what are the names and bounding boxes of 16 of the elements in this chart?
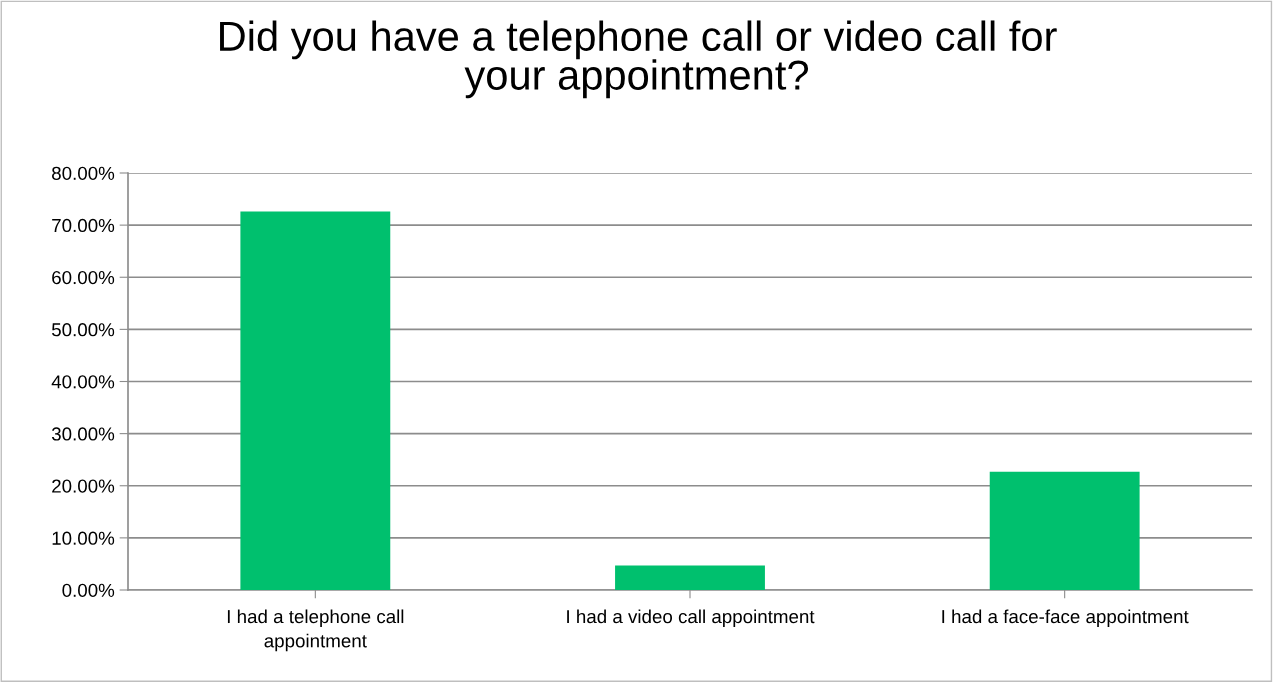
bar xyxy=(240,211,391,590)
y-tick-label: 80.00% xyxy=(52,166,115,180)
y-tick-label: 70.00% xyxy=(52,218,115,233)
y-tick-label: 30.00% xyxy=(51,427,115,441)
x-tick-label: I had a video call appointment xyxy=(567,609,815,627)
chart-title: Did you have a telephone call or video call for your appointment? xyxy=(220,20,1057,99)
bar xyxy=(615,565,765,590)
bar xyxy=(989,471,1140,590)
y-tick-label: 60.00% xyxy=(52,270,115,285)
y-tick-label: 0.00% xyxy=(62,583,115,597)
x-tick-label: I had a face-face appointment xyxy=(942,609,1189,627)
y-tick-label: 40.00% xyxy=(51,375,115,389)
y-tick-label: 50.00% xyxy=(51,323,115,337)
x-tick-label: I had a telephone call appointment xyxy=(227,609,404,652)
y-tick-label: 10.00% xyxy=(52,531,115,545)
y-tick-label: 20.00% xyxy=(52,479,115,493)
